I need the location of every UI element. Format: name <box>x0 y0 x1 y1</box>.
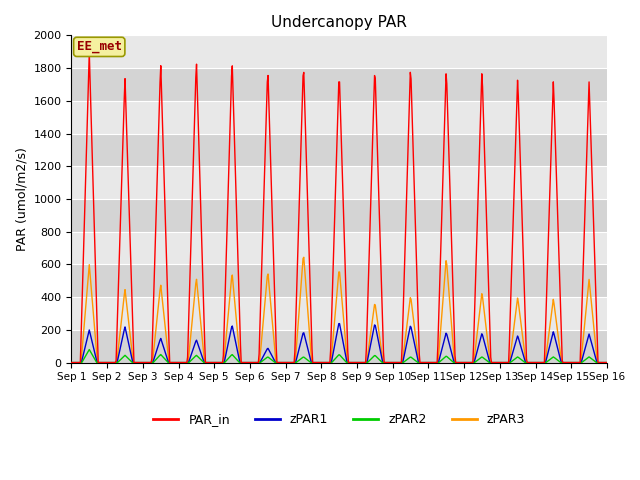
PAR_in <box>68 360 76 365</box>
Bar <box>72 68 607 101</box>
zPAR1 <box>603 360 611 365</box>
Line: zPAR3: zPAR3 <box>72 257 607 362</box>
zPAR2 <box>85 347 93 352</box>
zPAR1 <box>68 360 76 365</box>
Bar <box>72 36 607 68</box>
Line: zPAR1: zPAR1 <box>72 324 607 362</box>
PAR_in <box>77 333 85 339</box>
Line: PAR_in: PAR_in <box>72 53 607 362</box>
zPAR3 <box>300 254 308 260</box>
zPAR3 <box>405 307 413 313</box>
Title: Undercanopy PAR: Undercanopy PAR <box>271 15 407 30</box>
Y-axis label: PAR (umol/m2/s): PAR (umol/m2/s) <box>15 147 28 251</box>
Line: zPAR2: zPAR2 <box>72 349 607 362</box>
zPAR2 <box>405 355 413 361</box>
Text: EE_met: EE_met <box>77 40 122 53</box>
Bar <box>72 330 607 362</box>
zPAR2 <box>133 360 141 365</box>
zPAR1 <box>132 360 140 365</box>
zPAR2 <box>77 360 85 365</box>
zPAR1 <box>420 360 428 365</box>
PAR_in <box>405 120 413 125</box>
Bar <box>72 297 607 330</box>
PAR_in <box>188 227 195 233</box>
zPAR3 <box>215 360 223 365</box>
Bar <box>72 199 607 232</box>
PAR_in <box>216 360 223 365</box>
zPAR1 <box>405 331 413 336</box>
Bar <box>72 264 607 297</box>
zPAR1 <box>335 321 342 326</box>
zPAR3 <box>77 359 85 365</box>
Bar <box>72 133 607 166</box>
zPAR1 <box>77 360 85 365</box>
zPAR1 <box>187 354 195 360</box>
zPAR3 <box>603 360 611 365</box>
zPAR3 <box>68 360 76 365</box>
zPAR3 <box>132 360 140 365</box>
Bar <box>72 232 607 264</box>
zPAR2 <box>603 360 611 365</box>
Legend: PAR_in, zPAR1, zPAR2, zPAR3: PAR_in, zPAR1, zPAR2, zPAR3 <box>148 408 530 431</box>
PAR_in <box>133 360 141 365</box>
PAR_in <box>85 50 93 56</box>
PAR_in <box>420 360 428 365</box>
PAR_in <box>603 360 611 365</box>
zPAR2 <box>216 360 223 365</box>
zPAR2 <box>420 360 428 365</box>
zPAR3 <box>420 360 428 365</box>
zPAR2 <box>68 360 76 365</box>
zPAR2 <box>188 357 195 363</box>
zPAR3 <box>187 335 195 340</box>
Bar <box>72 166 607 199</box>
Bar <box>72 101 607 133</box>
zPAR1 <box>215 360 223 365</box>
